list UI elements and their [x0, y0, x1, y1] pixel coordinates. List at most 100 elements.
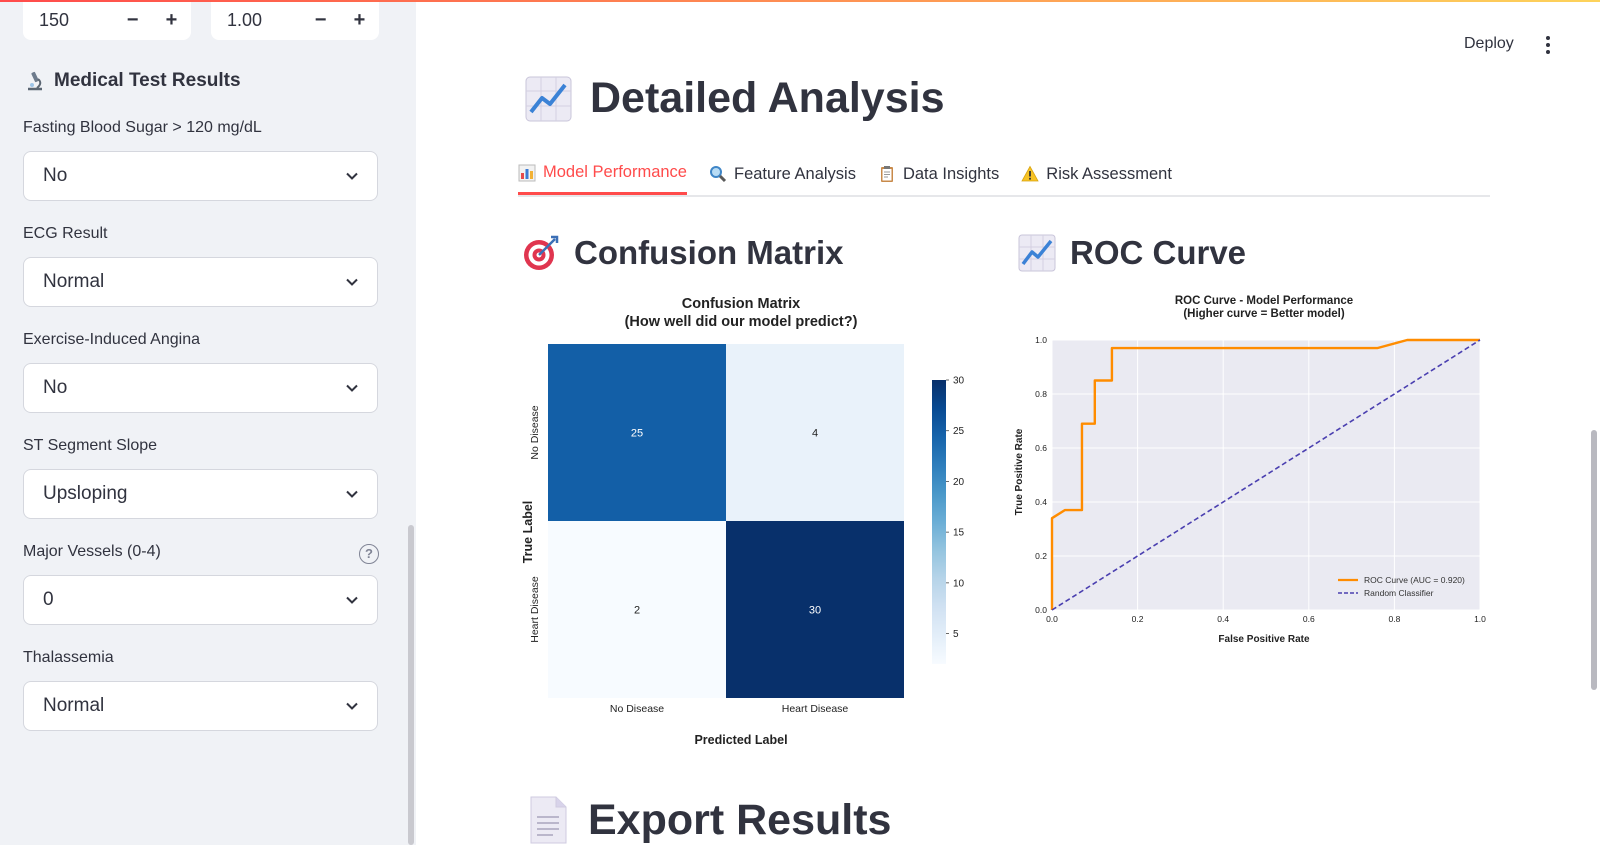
tab-feature-analysis[interactable]: Feature Analysis [709, 155, 856, 195]
export-results-heading: Export Results [528, 795, 891, 845]
heatmap-cell [548, 344, 726, 521]
x-tick-label: 1.0 [1474, 614, 1486, 624]
x-tick-label: No Disease [610, 703, 664, 715]
y-tick-label: No Disease [529, 405, 541, 459]
x-tick-label: 0.6 [1303, 614, 1315, 624]
target-icon [524, 235, 559, 270]
y-tick-label: 0.6 [1035, 443, 1047, 453]
select-value: 0 [43, 589, 54, 610]
cell-value-label: 4 [812, 428, 818, 440]
minus-button[interactable]: − [314, 8, 327, 31]
fasting-blood-sugar-select[interactable]: No [23, 151, 378, 201]
bar-chart-icon [518, 164, 536, 181]
roc-curve-line [1050, 338, 1480, 610]
minus-button[interactable]: − [126, 8, 139, 31]
random-classifier-line [1051, 339, 1481, 611]
colorbar-tick-label: 15 [953, 528, 965, 539]
tab-model-performance[interactable]: Model Performance [518, 155, 687, 195]
y-axis-label: True Label [521, 501, 535, 564]
chevron-down-icon [346, 596, 358, 604]
help-icon[interactable]: ? [359, 544, 379, 564]
select-value: Normal [43, 695, 105, 716]
ecg-result-select[interactable]: Normal [23, 257, 378, 307]
sidebar-scrollbar[interactable] [408, 525, 414, 845]
heatmap-cell [726, 521, 904, 698]
st-slope-label: ST Segment Slope [23, 437, 158, 454]
x-tick-label: 0.0 [1046, 614, 1058, 624]
tab-risk-assessment[interactable]: Risk Assessment [1021, 155, 1172, 195]
chevron-down-icon [346, 384, 358, 392]
exercise-angina-label: Exercise-Induced Angina [23, 331, 200, 348]
colorbar [932, 380, 946, 664]
heatmap-cell [726, 344, 904, 521]
tab-label: Data Insights [902, 164, 1000, 183]
chevron-down-icon [346, 702, 358, 710]
tab-label: Risk Assessment [1046, 164, 1172, 183]
roc-curve-heading: ROC Curve [1018, 234, 1246, 272]
fasting-blood-sugar-label: Fasting Blood Sugar > 120 mg/dL [23, 119, 262, 136]
number-stepper-right[interactable]: 1.00 − + [211, 0, 379, 40]
plus-button[interactable]: + [353, 8, 366, 31]
colorbar-tick-label: 10 [953, 578, 965, 589]
tab-label: Feature Analysis [733, 164, 856, 183]
main-scrollbar[interactable] [1591, 430, 1597, 690]
major-vessels-label: Major Vessels (0-4) [23, 543, 161, 560]
plus-button[interactable]: + [165, 8, 178, 31]
y-tick-label: 0.0 [1035, 605, 1047, 615]
y-tick-label: Heart Disease [529, 576, 541, 643]
chart-title: Confusion Matrix [682, 296, 800, 312]
more-menu-icon[interactable] [1545, 36, 1551, 54]
y-axis-label: True Positive Rate [1014, 428, 1025, 515]
confusion-matrix-heading: Confusion Matrix [522, 234, 844, 272]
section-title-medical-tests: Medical Test Results [24, 70, 241, 92]
x-tick-label: 0.8 [1388, 614, 1400, 624]
colorbar-tick-label: 20 [953, 477, 965, 488]
document-icon [530, 796, 567, 844]
cell-value-label: 30 [809, 605, 821, 617]
cell-value-label: 25 [631, 428, 643, 440]
number-stepper-left[interactable]: 150 − + [23, 0, 191, 40]
tab-data-insights[interactable]: Data Insights [878, 155, 999, 195]
select-value: No [43, 377, 68, 398]
stepper-value[interactable]: 150 [39, 9, 70, 30]
thalassemia-label: Thalassemia [23, 649, 114, 666]
chevron-down-icon [346, 278, 358, 286]
x-axis-label: Predicted Label [694, 733, 787, 747]
magnifier-icon [709, 166, 727, 183]
x-tick-label: 0.4 [1217, 614, 1229, 624]
select-value: No [43, 165, 68, 186]
tab-label: Model Performance [543, 163, 687, 181]
top-decoration [0, 0, 1600, 2]
roc-curve-chart: ROC Curve - Model Performance (Higher cu… [1014, 295, 1486, 645]
legend-entry: ROC Curve (AUC = 0.920) [1364, 575, 1465, 585]
x-tick-label: Heart Disease [782, 703, 849, 715]
confusion-matrix-chart: Confusion Matrix (How well did our model… [521, 296, 965, 747]
colorbar-tick-label: 30 [953, 376, 965, 387]
major-vessels-select[interactable]: 0 [23, 575, 378, 625]
ecg-result-label: ECG Result [23, 225, 108, 242]
y-tick-label: 0.2 [1035, 551, 1047, 561]
colorbar-tick-label: 25 [953, 426, 965, 437]
analysis-tabs: Model Performance Feature Analysis Data … [518, 155, 1490, 197]
page-title: Detailed Analysis [525, 74, 945, 123]
clipboard-icon [880, 166, 893, 182]
stepper-value[interactable]: 1.00 [227, 9, 263, 30]
chevron-down-icon [346, 490, 358, 498]
heading-text: ROC Curve [1070, 234, 1247, 271]
thalassemia-select[interactable]: Normal [23, 681, 378, 731]
y-tick-label: 0.4 [1035, 497, 1047, 507]
heatmap-cell [548, 521, 726, 698]
deploy-button[interactable]: Deploy [1464, 35, 1514, 52]
heading-text: Export Results [588, 795, 892, 844]
chevron-down-icon [346, 172, 358, 180]
x-tick-label: 0.2 [1132, 614, 1144, 624]
cell-value-label: 2 [634, 605, 640, 617]
page-title-text: Detailed Analysis [590, 74, 945, 122]
chart-increasing-icon [1018, 234, 1056, 272]
chart-subtitle: (Higher curve = Better model) [1183, 308, 1345, 320]
y-tick-label: 0.8 [1035, 389, 1047, 399]
st-slope-select[interactable]: Upsloping [23, 469, 378, 519]
chart-subtitle: (How well did our model predict?) [625, 314, 858, 330]
exercise-angina-select[interactable]: No [23, 363, 378, 413]
x-axis-label: False Positive Rate [1218, 634, 1310, 645]
